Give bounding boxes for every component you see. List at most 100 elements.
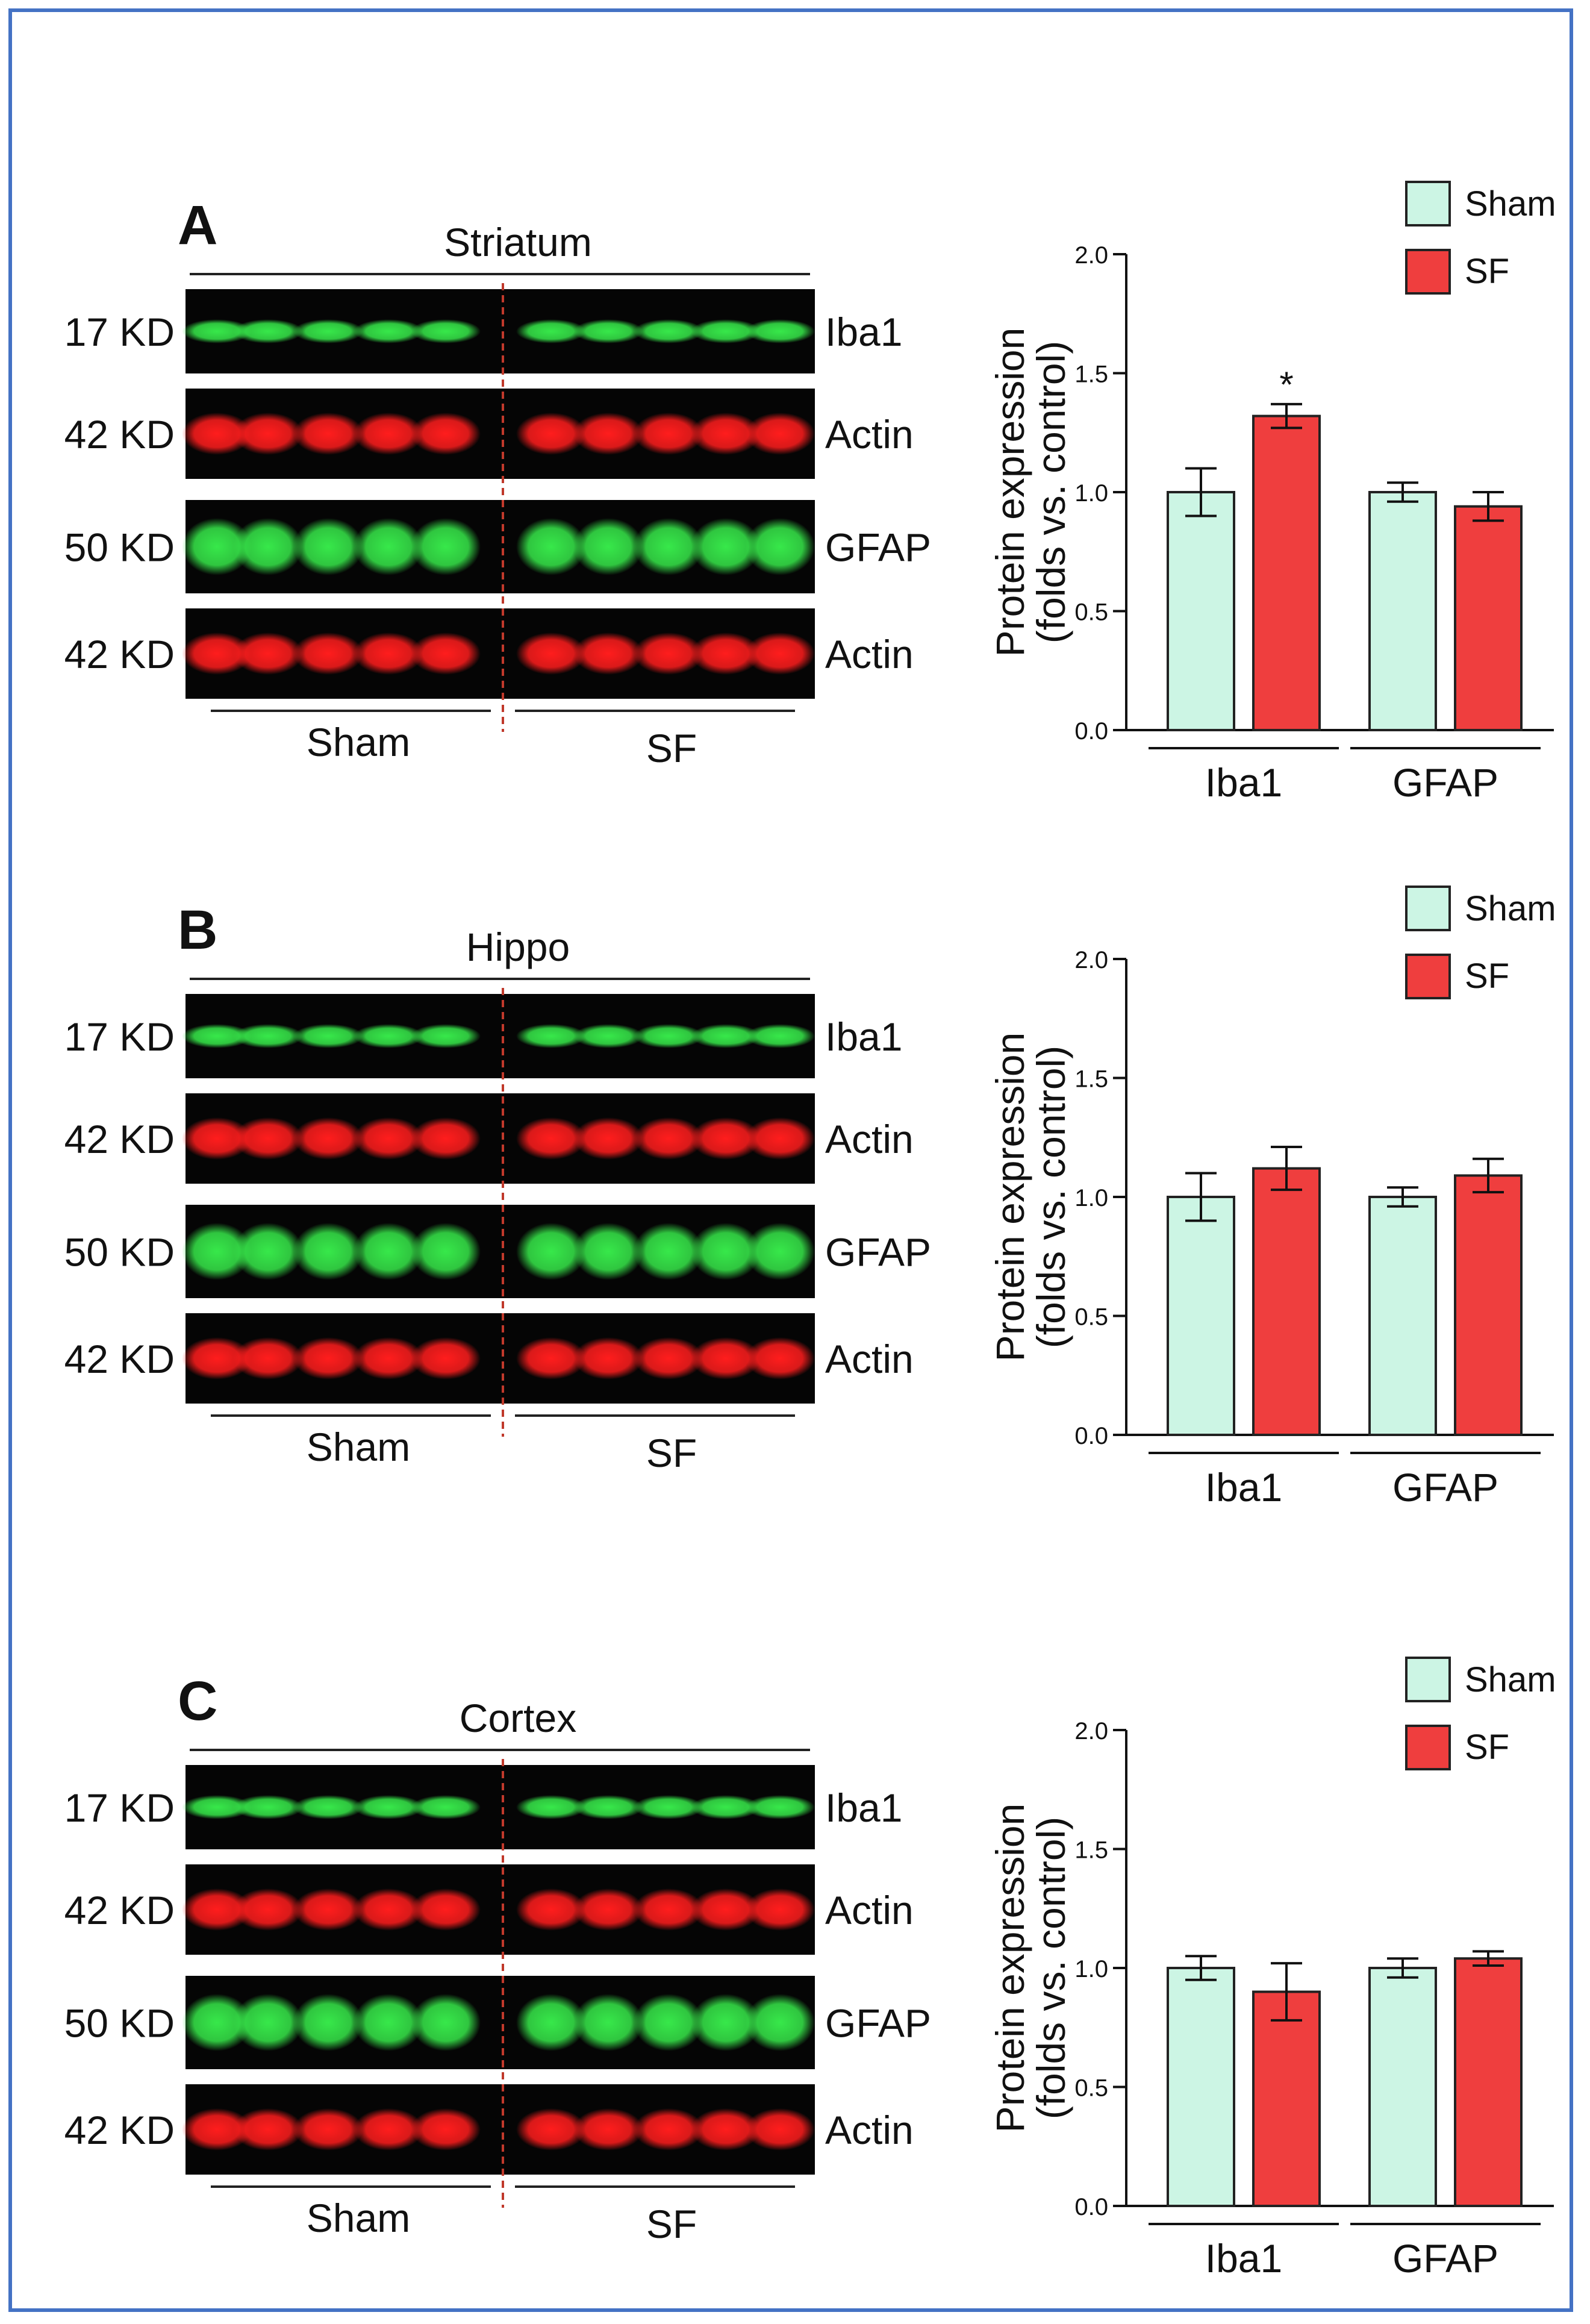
blot-band bbox=[411, 518, 481, 575]
legend-label-sham: Sham bbox=[1465, 889, 1556, 928]
blot-band bbox=[354, 1223, 423, 1280]
y-tick-label: 0.5 bbox=[1074, 2075, 1108, 2102]
blot-band bbox=[293, 1888, 363, 1931]
blot-band bbox=[293, 518, 363, 575]
protein-label: Actin bbox=[825, 632, 914, 676]
protein-label: Iba1 bbox=[825, 310, 902, 354]
blot-band bbox=[354, 2108, 423, 2151]
protein-label: GFAP bbox=[825, 2001, 931, 2046]
blot-band bbox=[411, 1117, 481, 1160]
bar-sf-gfap bbox=[1454, 1174, 1523, 1436]
kd-label: 50 KD bbox=[64, 1230, 175, 1275]
y-axis-label-line1: Protein expression bbox=[988, 328, 1032, 657]
blot-band bbox=[634, 633, 703, 675]
blot-band bbox=[411, 633, 481, 675]
blot-band bbox=[354, 319, 423, 343]
legend-swatch-sf bbox=[1405, 954, 1451, 999]
blot-band bbox=[573, 1888, 643, 1931]
blot-band bbox=[293, 1024, 363, 1048]
blot-band bbox=[182, 1024, 252, 1048]
category-label: Iba1 bbox=[1205, 760, 1282, 805]
blot-band bbox=[745, 2108, 815, 2151]
group-label-sham: Sham bbox=[307, 1425, 410, 1469]
blot-band bbox=[411, 319, 481, 343]
blot-band bbox=[233, 1024, 303, 1048]
blot-band bbox=[573, 1024, 643, 1048]
panel-b: B Hippo 17 KD Iba1 42 KD Actin 50 KD GFAP 42 KD A… bbox=[64, 899, 932, 1475]
blot-band bbox=[691, 1795, 761, 1819]
blot-band bbox=[182, 633, 252, 675]
blot-band bbox=[745, 1223, 815, 1280]
figure-border bbox=[8, 8, 1573, 2312]
region-title: Striatum bbox=[444, 220, 592, 264]
kd-label: 17 KD bbox=[64, 1785, 175, 1830]
panel-letter: C bbox=[178, 1670, 217, 1732]
category-label: GFAP bbox=[1392, 1465, 1498, 1510]
blot-band bbox=[182, 1337, 252, 1379]
blot-band bbox=[745, 633, 815, 675]
bar-sf-gfap bbox=[1454, 505, 1523, 731]
blot-band bbox=[293, 413, 363, 455]
blot-band bbox=[634, 1994, 703, 2051]
blot-band bbox=[293, 1337, 363, 1379]
blot-band bbox=[293, 1795, 363, 1819]
blot-band bbox=[634, 1024, 703, 1048]
y-tick-label: 0.5 bbox=[1074, 599, 1108, 626]
region-title: Cortex bbox=[460, 1696, 576, 1740]
blot-band bbox=[634, 2108, 703, 2151]
blot-band bbox=[573, 413, 643, 455]
protein-label: Actin bbox=[825, 1117, 914, 1161]
y-tick-label: 1.0 bbox=[1074, 480, 1108, 507]
blot-band bbox=[233, 633, 303, 675]
blot-band bbox=[634, 1795, 703, 1819]
y-tick-label: 1.5 bbox=[1074, 1066, 1108, 1093]
blot-band bbox=[573, 2108, 643, 2151]
blot-band bbox=[233, 1888, 303, 1931]
blot-band bbox=[354, 1337, 423, 1379]
blot-band bbox=[233, 413, 303, 455]
kd-label: 17 KD bbox=[64, 1014, 175, 1059]
blot-band bbox=[634, 1223, 703, 1280]
blot-band bbox=[516, 1994, 586, 2051]
y-tick-label: 2.0 bbox=[1074, 947, 1108, 973]
y-axis-label-line2: (folds vs. control) bbox=[1029, 341, 1073, 643]
group-label-sham: Sham bbox=[307, 720, 410, 764]
y-axis-label-line1: Protein expression bbox=[988, 1032, 1032, 1362]
blot-band bbox=[573, 518, 643, 575]
blot-band bbox=[516, 633, 586, 675]
legend-label-sf: SF bbox=[1465, 252, 1509, 291]
legend-swatch-sham bbox=[1405, 1657, 1451, 1702]
blot-band bbox=[354, 518, 423, 575]
blot-band bbox=[233, 1117, 303, 1160]
bar-sf-iba1 bbox=[1252, 414, 1321, 731]
protein-label: Actin bbox=[825, 1337, 914, 1381]
group-label-sf: SF bbox=[646, 1431, 697, 1475]
blot-band bbox=[354, 1795, 423, 1819]
bar-sham-gfap bbox=[1368, 491, 1437, 731]
blot-band bbox=[634, 1337, 703, 1379]
blot-band bbox=[411, 1795, 481, 1819]
bar-sham-iba1 bbox=[1167, 1196, 1235, 1436]
blot-band bbox=[354, 1024, 423, 1048]
blot-band bbox=[233, 518, 303, 575]
blot-band bbox=[411, 1888, 481, 1931]
blot-band bbox=[516, 1337, 586, 1379]
blot-band bbox=[745, 1888, 815, 1931]
protein-label: Actin bbox=[825, 2108, 914, 2152]
y-axis-label-line2: (folds vs. control) bbox=[1029, 1046, 1073, 1348]
group-label-sf: SF bbox=[646, 2202, 697, 2246]
group-label-sham: Sham bbox=[307, 2196, 410, 2240]
blot-band bbox=[354, 1117, 423, 1160]
blot-band bbox=[691, 413, 761, 455]
blot-band bbox=[354, 413, 423, 455]
y-axis-label-line2: (folds vs. control) bbox=[1029, 1817, 1073, 2119]
blot-band bbox=[354, 1888, 423, 1931]
blot-band bbox=[233, 1795, 303, 1819]
panel-c: C Cortex 17 KD Iba1 42 KD Actin 50 KD GFAP 42 KD… bbox=[64, 1670, 932, 2246]
blot-band bbox=[516, 1024, 586, 1048]
blot-band bbox=[691, 1117, 761, 1160]
blot-band bbox=[182, 1795, 252, 1819]
blot-band bbox=[745, 518, 815, 575]
category-label: Iba1 bbox=[1205, 1465, 1282, 1510]
